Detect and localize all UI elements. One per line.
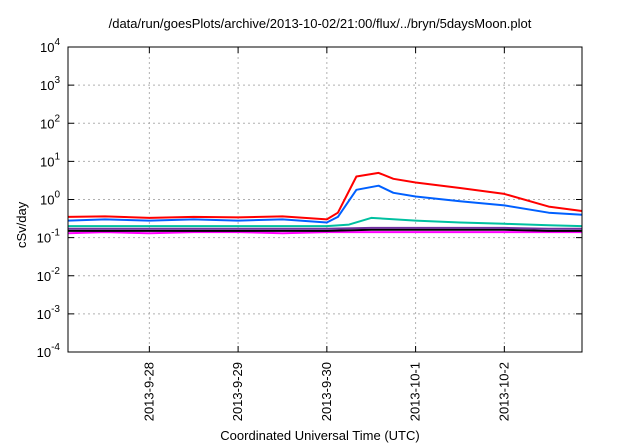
x-tick-label: 2013-10-2 [496, 362, 511, 421]
series-line-0 [67, 231, 582, 235]
y-tick-label: 10-4 [37, 342, 61, 360]
y-tick-label: 10-1 [37, 228, 61, 246]
y-tick-label: 10-3 [37, 304, 61, 322]
x-axis-label: Coordinated Universal Time (UTC) [220, 428, 420, 443]
plot-frame [67, 46, 583, 353]
x-tick-label: 2013-9-30 [319, 362, 334, 421]
series-line-1 [68, 228, 582, 232]
y-tick-label: 101 [40, 151, 60, 169]
chart-title: /data/run/goesPlots/archive/2013-10-02/2… [108, 16, 532, 31]
series-line-5 [67, 171, 583, 221]
y-tick-label: 100 [40, 190, 60, 208]
series-line-3 [68, 216, 583, 228]
series-line-2 [68, 226, 582, 230]
x-tick-label: 2013-10-1 [408, 362, 423, 421]
y-tick-label: 10-2 [37, 266, 61, 284]
x-tick-label: 2013-9-29 [230, 362, 245, 421]
y-tick-label: 103 [40, 75, 60, 93]
y-axis-label: cSv/day [14, 201, 29, 248]
x-tick-label: 2013-9-28 [141, 362, 156, 421]
series-line-4 [67, 184, 583, 224]
y-tick-label: 104 [40, 37, 60, 55]
y-axis-label-wrap: cSv/day [14, 202, 30, 278]
y-tick-label: 102 [40, 113, 60, 131]
